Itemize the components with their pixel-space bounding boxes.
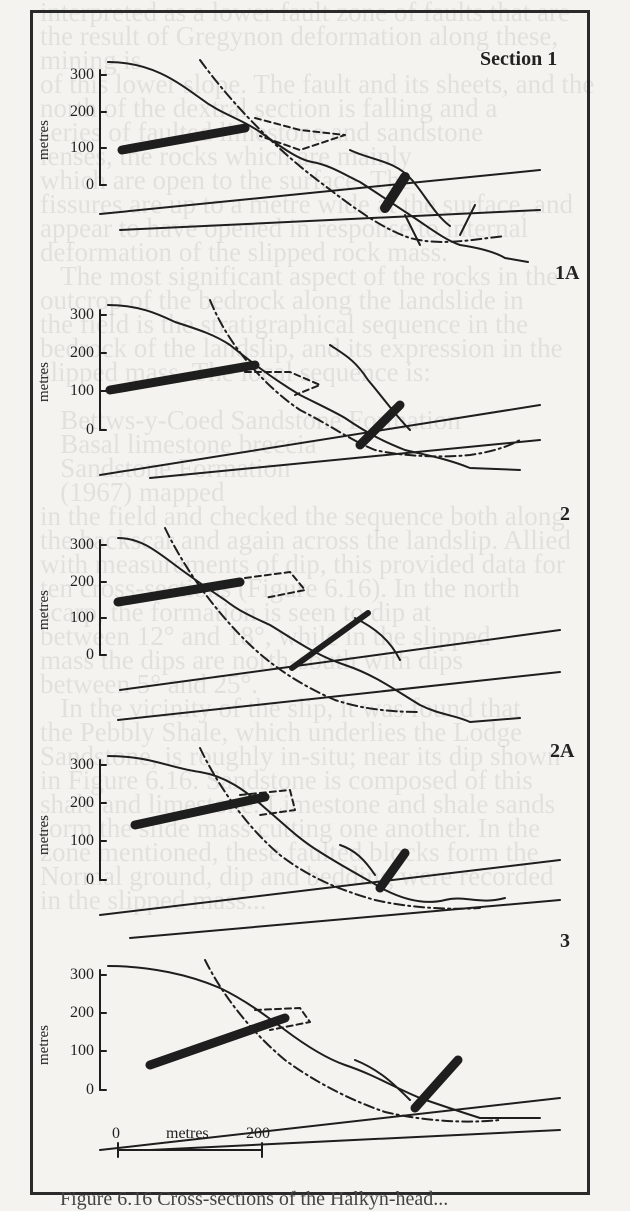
section-1a-ylabel: metres [36,362,52,402]
section-1a-label: 1A [555,262,580,284]
section-2-thick-bed-lower [289,610,371,671]
section-2a-tick-100: 100 [70,832,94,849]
section-1a-tick-200: 200 [70,344,94,361]
section-3-thick-bed-lower [410,1055,463,1113]
section-2-ylabel: metres [36,590,52,630]
section-2a-tick-0: 0 [86,871,94,888]
section-1-drawing [99,59,541,263]
section-2a-thick-bed [130,792,270,830]
section-2a-thick-bed-lower [375,848,410,893]
section-1a-tick-100: 100 [70,382,94,399]
section-2-ground-surface [117,537,521,723]
section-3-tick-100: 100 [70,1042,94,1059]
section-1a-drawing [99,299,541,479]
section-3-ylabel: metres [36,1025,52,1065]
section-1a-tick-0: 0 [86,421,94,438]
section-2-drawing [99,527,561,723]
section-1-ylabel: metres [36,120,52,160]
scale-bar-start: 0 [112,1125,120,1142]
section-1a-tick-300: 300 [70,306,94,323]
section-2a-label: 2A [550,740,575,762]
section-3-tick-300: 300 [70,966,94,983]
section-3-slip-surface [204,959,501,1123]
section-2a-ground-surface [107,755,506,903]
section-1-tick-100: 100 [70,139,94,156]
section-3-tick-0: 0 [86,1081,94,1098]
section-1-thick-bed [117,123,250,155]
section-2a-tick-200: 200 [70,794,94,811]
section-2-tick-100: 100 [70,609,94,626]
section-3-label: 3 [560,930,570,952]
section-1-ground-surface [107,61,529,263]
figure-caption: Figure 6.16 Cross-sections of the Halkyn… [60,1188,449,1210]
scale-bar-unit: metres [166,1125,209,1142]
section-1-scarp-dashed [254,117,346,151]
scale-bar-end: 200 [246,1125,270,1142]
section-2-label: 2 [560,503,570,525]
section-1-tick-0: 0 [86,176,94,193]
section-2-tick-0: 0 [86,646,94,663]
section-2-thick-bed [113,577,245,607]
figure-frame [30,10,590,1195]
section-2a-ylabel: metres [36,815,52,855]
section-1a-thick-bed-lower [355,400,405,450]
section-2-tick-300: 300 [70,536,94,553]
section-1-tick-200: 200 [70,103,94,120]
section-3-drawing [99,959,561,1151]
section-2a-slip-surface [199,747,481,910]
section-2-tick-200: 200 [70,573,94,590]
section-3-thick-bed [145,1013,290,1070]
scale-bar [117,1142,263,1158]
section-3-tick-200: 200 [70,1004,94,1021]
section-1-thick-bed-lower [380,172,410,213]
section-3-ground-surface [107,965,541,1119]
section-2a-tick-300: 300 [70,756,94,773]
section-1-tick-300: 300 [70,66,94,83]
section-2-slip-surface [164,527,421,713]
section-2a-drawing [99,747,561,939]
section-1a-thick-bed [105,360,260,395]
section-1a-ground-surface [107,304,521,471]
section-1-label: Section 1 [480,48,558,70]
section-1-slip-surface [199,59,506,243]
